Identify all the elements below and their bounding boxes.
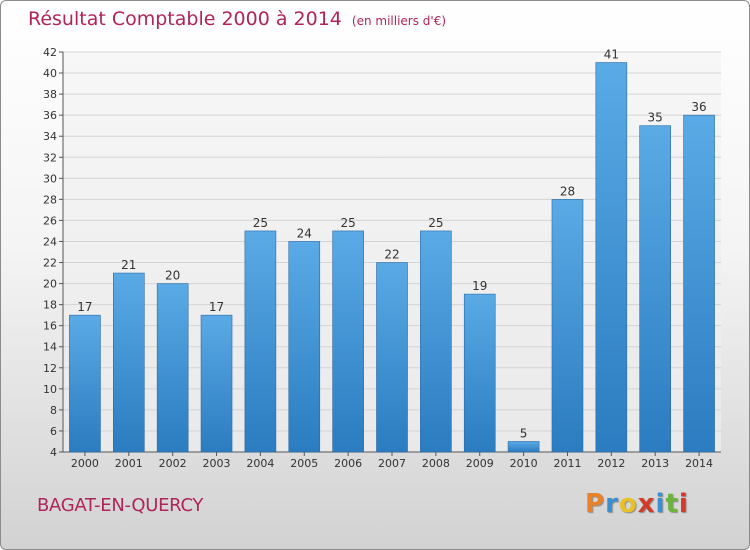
y-tick-label: 38 [43, 88, 57, 101]
x-tick-label: 2013 [641, 457, 669, 470]
y-tick-label: 10 [43, 383, 57, 396]
bar-2010 [507, 441, 540, 453]
chart-title-text: Résultat Comptable 2000 à 2014 [28, 8, 342, 30]
x-tick-label: 2002 [159, 457, 187, 470]
bar-2012 [595, 62, 628, 453]
y-tick-label: 30 [43, 172, 57, 185]
logo-letter: x [637, 489, 656, 519]
data-label-2007: 22 [384, 248, 399, 262]
y-tick-label: 36 [43, 109, 57, 122]
y-tick-labels: 4 6 8 10 12 14 16 18 20 22 24 26 28 30 32 34 36 38 40 42 [43, 46, 57, 459]
y-tick-label: 32 [43, 151, 57, 164]
bars [69, 62, 715, 453]
data-label-2008: 25 [428, 216, 443, 230]
y-tick-label: 18 [43, 299, 57, 312]
x-tick-label: 2012 [597, 457, 625, 470]
data-label-2006: 25 [340, 216, 355, 230]
data-label-2002: 20 [165, 269, 180, 283]
x-tick-label: 2003 [203, 457, 231, 470]
data-label-2011: 28 [560, 184, 575, 198]
chart-title: Résultat Comptable 2000 à 2014 (en millie… [28, 8, 446, 30]
y-tick-label: 34 [43, 130, 57, 143]
bar-2008 [420, 230, 452, 453]
chart-subtitle: (en milliers d'€) [351, 14, 447, 28]
data-label-2012: 41 [604, 48, 619, 62]
bar-2001 [113, 272, 145, 453]
y-tick-label: 8 [50, 404, 57, 417]
bar-2003 [200, 314, 233, 453]
y-tick-label: 20 [43, 278, 57, 291]
y-tick-label: 42 [43, 46, 57, 59]
bar-2002 [156, 283, 189, 453]
bar-2005 [288, 241, 321, 453]
bar-2014 [683, 114, 715, 453]
data-label-2000: 17 [77, 300, 92, 314]
y-tick-label: 16 [43, 320, 57, 333]
y-tick-label: 6 [50, 425, 57, 438]
bar-2007 [376, 262, 408, 453]
logo-letter: P [585, 489, 606, 519]
x-tick-label: 2005 [290, 457, 318, 470]
x-tick-labels: 2000 2001 2002 2003 2004 2005 2006 2007 2008 2009… [71, 457, 713, 470]
commune-name: BAGAT-EN-QUERCY [37, 495, 204, 516]
x-tick-label: 2008 [422, 457, 450, 470]
x-tick-label: 2014 [685, 457, 713, 470]
logo-letter: o [618, 489, 638, 519]
data-labels: 17 21 20 17 25 24 25 22 25 19 5 28 41 35 36 [77, 48, 706, 441]
logo-letter: i [678, 489, 689, 519]
data-label-2014: 36 [691, 100, 706, 114]
bar-2009 [463, 293, 496, 453]
x-tick-label: 2011 [553, 457, 581, 470]
y-tick-label: 26 [43, 214, 57, 227]
bar-2013 [639, 125, 672, 453]
data-label-2003: 17 [209, 300, 224, 314]
y-tick-label: 12 [43, 362, 57, 375]
data-label-2013: 35 [648, 111, 663, 125]
data-label-2009: 19 [472, 279, 487, 293]
bar-2011 [551, 199, 584, 453]
x-tick-label: 2009 [466, 457, 494, 470]
logo-letter: t [665, 489, 679, 519]
logo-letter: r [605, 489, 619, 519]
y-tick-label: 28 [43, 193, 57, 206]
y-tick-label: 40 [43, 67, 57, 80]
x-tick-label: 2010 [510, 457, 538, 470]
y-tick-label: 4 [50, 446, 57, 459]
bar-2004 [244, 230, 277, 453]
bar-2000 [69, 314, 101, 453]
y-tick-label: 24 [43, 235, 57, 248]
data-label-2010: 5 [520, 426, 528, 440]
x-tick-label: 2006 [334, 457, 362, 470]
x-tick-label: 2007 [378, 457, 406, 470]
data-label-2005: 24 [297, 226, 312, 240]
x-tick-label: 2000 [71, 457, 99, 470]
logo-letter: i [655, 489, 666, 519]
y-tick-label: 14 [43, 341, 57, 354]
data-label-2004: 25 [253, 216, 268, 230]
x-tick-label: 2001 [115, 457, 143, 470]
x-tick-label: 2004 [246, 457, 274, 470]
y-tick-label: 22 [43, 257, 57, 270]
proxiti-logo: Proxiti [585, 489, 689, 519]
bar-2006 [332, 230, 364, 453]
data-label-2001: 21 [121, 258, 136, 272]
